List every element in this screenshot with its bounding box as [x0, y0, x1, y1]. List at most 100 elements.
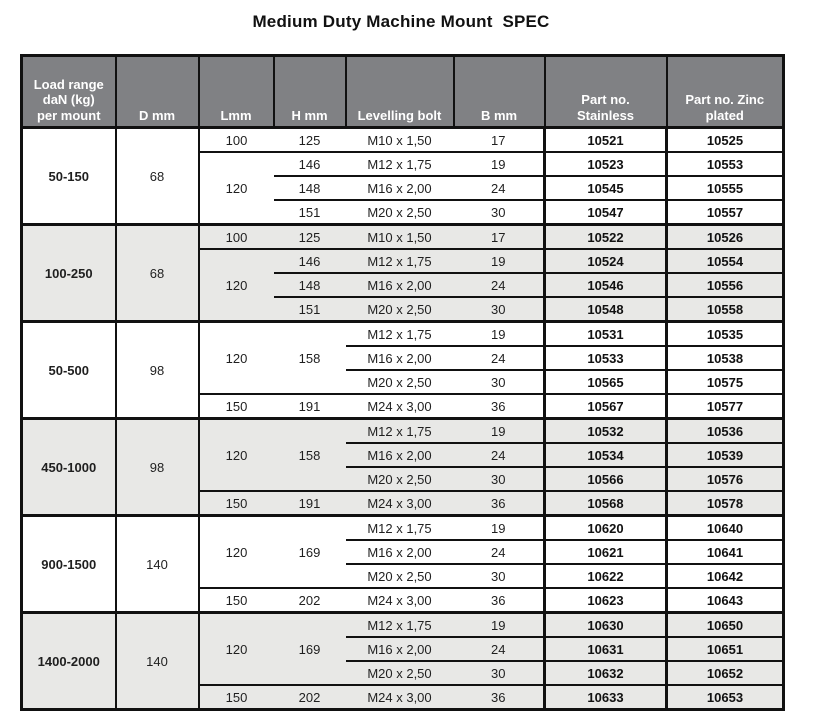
- cell-part-stainless: 10522: [543, 223, 668, 250]
- table-row: M20 x 2,50 30 10632 10652: [22, 660, 785, 686]
- cell-levelling-bolt: M16 x 2,00: [345, 637, 454, 662]
- cell-b-mm: 19: [453, 152, 546, 177]
- cell-levelling-bolt: M20 x 2,50: [345, 467, 454, 492]
- cell-part-stainless: 10620: [543, 514, 668, 541]
- cell-levelling-bolt: M12 x 1,75: [345, 611, 454, 638]
- cell-part-zinc: 10525: [665, 126, 785, 153]
- cell-b-mm: 30: [453, 370, 546, 395]
- cell-part-zinc: 10538: [665, 345, 785, 371]
- cell-part-stainless: 10548: [543, 296, 668, 323]
- cell-load-range: 450-1000: [21, 417, 117, 516]
- cell-l-mm: 100: [198, 126, 274, 153]
- cell-levelling-bolt: M16 x 2,00: [345, 443, 454, 468]
- cell-part-zinc: 10535: [665, 320, 785, 347]
- cell-h-mm: 169: [273, 514, 346, 589]
- cell-levelling-bolt: M16 x 2,00: [345, 176, 454, 201]
- cell-part-zinc: 10653: [665, 684, 785, 711]
- cell-h-mm: 191: [273, 491, 346, 517]
- cell-l-mm: 120: [198, 417, 274, 492]
- cell-b-mm: 24: [453, 273, 546, 298]
- cell-l-mm: 150: [198, 588, 274, 614]
- cell-part-stainless: 10631: [543, 636, 668, 662]
- col-header-part-stainless: Part no. Stainless: [543, 54, 668, 129]
- cell-h-mm: 169: [273, 611, 346, 686]
- table-row: 151 M20 x 2,50 30 10548 10558: [22, 296, 785, 323]
- cell-part-stainless: 10547: [543, 199, 668, 226]
- cell-h-mm: 151: [273, 297, 346, 323]
- page-title: Medium Duty Machine Mount SPEC: [252, 12, 550, 31]
- header-row: Load range daN (kg) per mount D mm Lmm H…: [20, 54, 785, 129]
- cell-d-mm: 140: [115, 514, 200, 613]
- cell-levelling-bolt: M16 x 2,00: [345, 273, 454, 298]
- cell-part-stainless: 10523: [543, 151, 668, 177]
- cell-b-mm: 36: [453, 588, 546, 614]
- cell-part-stainless: 10568: [543, 490, 668, 517]
- cell-levelling-bolt: M12 x 1,75: [345, 514, 454, 541]
- cell-h-mm: 125: [273, 223, 346, 250]
- cell-levelling-bolt: M20 x 2,50: [345, 297, 454, 323]
- cell-levelling-bolt: M10 x 1,50: [345, 126, 454, 153]
- cell-levelling-bolt: M24 x 3,00: [345, 685, 454, 711]
- cell-part-zinc: 10575: [665, 369, 785, 395]
- cell-b-mm: 19: [453, 417, 546, 444]
- cell-h-mm: 146: [273, 152, 346, 177]
- cell-levelling-bolt: M24 x 3,00: [345, 588, 454, 614]
- cell-h-mm: 148: [273, 176, 346, 201]
- cell-b-mm: 24: [453, 346, 546, 371]
- cell-h-mm: 148: [273, 273, 346, 298]
- table-row: M20 x 2,50 30 10566 10576: [22, 466, 785, 492]
- cell-part-zinc: 10556: [665, 272, 785, 298]
- cell-part-zinc: 10641: [665, 539, 785, 565]
- table-row: M20 x 2,50 30 10622 10642: [22, 563, 785, 589]
- cell-part-zinc: 10576: [665, 466, 785, 492]
- spec-page: Medium Duty Machine Mount SPEC Load rang…: [20, 12, 785, 711]
- cell-part-stainless: 10534: [543, 442, 668, 468]
- table-row: 1400-2000 140 120 169 M12 x 1,75 19 10630 10650: [21, 611, 785, 710]
- cell-part-zinc: 10536: [665, 417, 785, 444]
- cell-part-zinc: 10651: [665, 636, 785, 662]
- table-row: 150 202 M24 x 3,00 36 10623 10643: [22, 587, 785, 614]
- cell-part-stainless: 10546: [543, 272, 668, 298]
- cell-levelling-bolt: M16 x 2,00: [345, 346, 454, 371]
- cell-part-stainless: 10630: [543, 611, 668, 638]
- cell-load-range: 1400-2000: [21, 611, 117, 710]
- cell-levelling-bolt: M16 x 2,00: [345, 540, 454, 565]
- table-row: 148 M16 x 2,00 24 10545 10555: [22, 175, 785, 201]
- cell-part-stainless: 10567: [543, 393, 668, 420]
- cell-h-mm: 158: [273, 320, 346, 395]
- cell-levelling-bolt: M12 x 1,75: [345, 249, 454, 274]
- col-header-levelling-bolt: Levelling bolt: [344, 54, 455, 129]
- cell-b-mm: 19: [453, 514, 546, 541]
- cell-l-mm: 120: [198, 249, 274, 323]
- cell-d-mm: 68: [115, 223, 200, 322]
- cell-part-zinc: 10553: [665, 151, 785, 177]
- table-row: M16 x 2,00 24 10533 10538: [22, 345, 785, 371]
- cell-levelling-bolt: M20 x 2,50: [345, 661, 454, 686]
- cell-b-mm: 36: [453, 491, 546, 517]
- col-header-load-range: Load range daN (kg) per mount: [20, 54, 117, 129]
- cell-h-mm: 202: [273, 685, 346, 711]
- cell-part-stainless: 10565: [543, 369, 668, 395]
- cell-levelling-bolt: M10 x 1,50: [345, 223, 454, 250]
- cell-b-mm: 30: [453, 200, 546, 226]
- col-header-h-mm: H mm: [272, 54, 347, 129]
- cell-levelling-bolt: M20 x 2,50: [345, 370, 454, 395]
- cell-levelling-bolt: M20 x 2,50: [345, 564, 454, 589]
- cell-part-stainless: 10623: [543, 587, 668, 614]
- cell-part-stainless: 10524: [543, 248, 668, 274]
- cell-b-mm: 19: [453, 249, 546, 274]
- col-header-b-mm: B mm: [452, 54, 546, 129]
- cell-l-mm: 120: [198, 320, 274, 395]
- cell-load-range: 50-500: [21, 320, 117, 419]
- table-row: 120 146 M12 x 1,75 19 10524 10554: [22, 248, 785, 323]
- table-row: 50-150 68 100 125 M10 x 1,50 17 10521 10525: [21, 126, 785, 225]
- cell-part-stainless: 10621: [543, 539, 668, 565]
- cell-load-range: 900-1500: [21, 514, 117, 613]
- cell-b-mm: 30: [453, 467, 546, 492]
- table-row: 150 191 M24 x 3,00 36 10567 10577: [22, 393, 785, 420]
- cell-b-mm: 30: [453, 297, 546, 323]
- cell-load-range: 50-150: [21, 126, 117, 225]
- table-row: 450-1000 98 120 158 M12 x 1,75 19 10532 10536: [21, 417, 785, 516]
- table-row: 150 191 M24 x 3,00 36 10568 10578: [22, 490, 785, 517]
- cell-b-mm: 30: [453, 564, 546, 589]
